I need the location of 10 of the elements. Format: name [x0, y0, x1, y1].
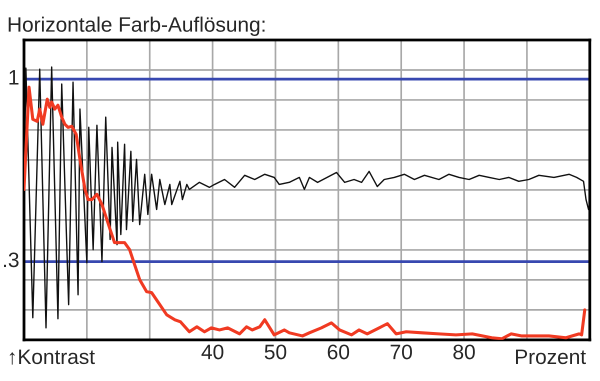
ref-line-label: .3: [4, 252, 19, 268]
x-tick-label: 40: [201, 344, 224, 360]
x-tick-label: 80: [453, 344, 475, 360]
x-tick-label: 60: [328, 344, 350, 360]
text: ↑Kontrast: [10, 350, 95, 365]
ref-line-label: 1: [9, 70, 18, 85]
x-axis-title: Prozent: [516, 350, 586, 364]
chart-title: Horizontale Farb-Auflösung:: [8, 16, 265, 36]
x-tick-label: 50: [264, 344, 286, 360]
x-tick-label: 70: [390, 344, 412, 360]
